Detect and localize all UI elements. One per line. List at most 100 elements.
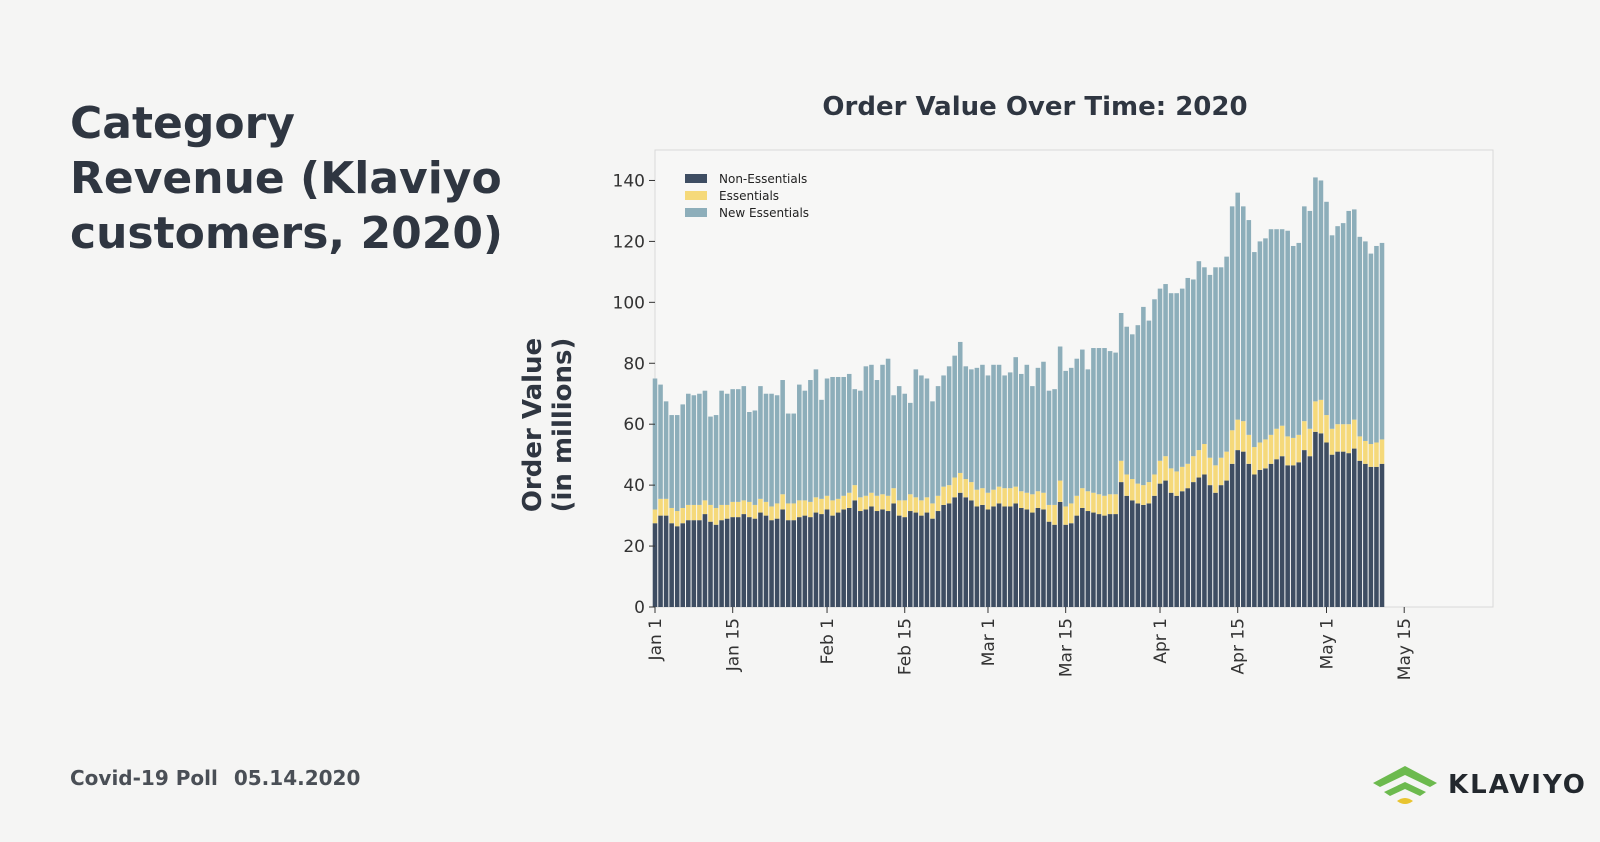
bar-new-essentials-94 [1174,293,1179,472]
bar-essentials-23 [780,494,785,510]
bar-non-essentials-51 [935,511,941,607]
bar-essentials-87 [1135,483,1141,504]
bar-new-essentials-79 [1091,348,1096,493]
bar-new-essentials-119 [1313,177,1318,402]
bar-non-essentials-12 [719,520,724,607]
footer-date: 05.14.2020 [233,766,361,790]
legend-label-new-essentials: New Essentials [719,206,809,220]
bar-essentials-83 [1113,494,1118,515]
bar-essentials-99 [1202,444,1207,475]
bar-essentials-37 [858,497,863,512]
bar-new-essentials-61 [991,364,996,490]
bar-non-essentials-108 [1252,474,1257,607]
bar-non-essentials-128 [1363,463,1368,607]
bar-essentials-62 [996,486,1002,504]
bar-non-essentials-74 [1063,524,1068,607]
bar-new-essentials-127 [1357,236,1363,437]
bar-essentials-42 [885,495,891,512]
bar-new-essentials-26 [797,384,802,501]
bar-non-essentials-34 [841,509,846,607]
brand-wordmark: KLAVIYO [1448,770,1587,800]
x-tick-label-mar-15: Mar 15 [1057,618,1077,677]
bar-new-essentials-3 [669,415,674,508]
bar-essentials-121 [1324,415,1329,443]
bar-new-essentials-84 [1118,313,1124,461]
bar-non-essentials-78 [1085,511,1091,607]
bar-new-essentials-109 [1257,241,1263,443]
bar-non-essentials-45 [902,517,908,607]
bar-new-essentials-122 [1329,235,1335,429]
bar-non-essentials-14 [730,517,735,607]
bar-non-essentials-81 [1102,515,1107,607]
legend-swatch-non-essentials [685,174,707,183]
bar-new-essentials-129 [1368,253,1374,445]
bar-new-essentials-11 [713,415,719,508]
bar-non-essentials-4 [674,526,680,607]
bar-essentials-89 [1146,482,1152,504]
y-tick-label-100: 100 [613,293,645,313]
bar-new-essentials-120 [1318,180,1324,400]
bar-new-essentials-13 [724,393,730,505]
bar-non-essentials-107 [1246,463,1252,607]
bar-new-essentials-17 [747,412,752,502]
bar-non-essentials-31 [824,509,830,607]
bar-essentials-53 [946,485,952,504]
bar-essentials-116 [1296,434,1302,463]
bar-non-essentials-11 [713,524,719,607]
bar-new-essentials-20 [763,393,769,502]
bar-new-essentials-80 [1096,348,1102,495]
bar-new-essentials-72 [1052,389,1057,505]
bar-essentials-35 [846,492,852,508]
bar-new-essentials-48 [919,375,924,501]
bar-new-essentials-29 [813,369,819,498]
bar-non-essentials-112 [1274,459,1279,607]
bar-non-essentials-103 [1224,480,1229,607]
bar-new-essentials-93 [1168,293,1174,469]
bar-essentials-98 [1196,450,1202,478]
bar-essentials-77 [1080,488,1085,508]
bar-non-essentials-2 [663,515,669,607]
bar-non-essentials-15 [735,517,741,607]
bar-non-essentials-124 [1340,451,1346,607]
bar-non-essentials-62 [996,503,1002,607]
bar-new-essentials-114 [1285,230,1290,437]
bar-non-essentials-1 [658,515,663,607]
bar-non-essentials-24 [785,520,791,607]
bar-new-essentials-5 [680,404,686,508]
bar-essentials-120 [1318,399,1324,434]
bar-essentials-94 [1174,471,1179,496]
bar-new-essentials-112 [1274,229,1279,429]
bar-new-essentials-14 [730,389,735,502]
bar-essentials-0 [652,509,658,524]
bar-non-essentials-71 [1046,521,1052,607]
bar-non-essentials-17 [747,517,752,607]
bar-new-essentials-24 [785,413,791,504]
slide-title: Category Revenue (Klaviyo customers, 202… [70,98,504,259]
bar-essentials-81 [1102,495,1107,516]
chart-title: Order Value Over Time: 2020 [822,92,1248,122]
bar-non-essentials-127 [1357,460,1363,607]
bar-new-essentials-73 [1057,346,1063,481]
bar-non-essentials-56 [963,497,969,607]
bar-essentials-92 [1163,456,1168,481]
bar-new-essentials-63 [1002,375,1007,489]
bar-new-essentials-55 [957,341,963,473]
bar-essentials-104 [1229,430,1235,464]
bar-new-essentials-39 [869,364,874,493]
y-tick-label-60: 60 [623,415,645,435]
bar-essentials-130 [1374,442,1379,467]
bar-non-essentials-93 [1168,492,1174,607]
bar-essentials-103 [1224,451,1229,481]
bar-new-essentials-113 [1279,229,1285,426]
bar-non-essentials-42 [885,511,891,607]
bar-new-essentials-51 [935,386,941,496]
bar-non-essentials-125 [1346,453,1351,607]
bar-non-essentials-27 [802,515,808,607]
bar-non-essentials-120 [1318,433,1324,607]
bar-non-essentials-69 [1035,507,1041,607]
bar-essentials-9 [702,500,708,515]
bar-essentials-63 [1002,488,1007,507]
bar-new-essentials-34 [841,376,846,496]
bar-essentials-95 [1179,466,1185,492]
bar-essentials-40 [874,495,880,512]
